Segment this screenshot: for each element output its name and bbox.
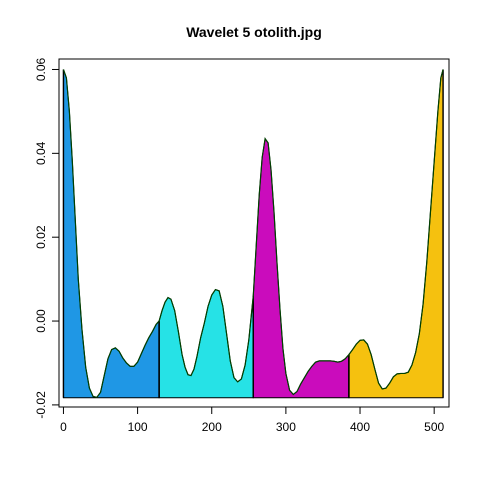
y-tick-label: 0.00 (34, 309, 48, 333)
x-tick-label: 400 (350, 420, 370, 434)
segment-dividers (62, 69, 444, 398)
x-tick-label: 300 (276, 420, 296, 434)
y-tick-label: -0.02 (34, 391, 48, 419)
chart-title: Wavelet 5 otolith.jpg (186, 24, 322, 40)
x-axis: 0 100 200 300 400 500 (60, 406, 445, 434)
x-tick-label: 500 (424, 420, 444, 434)
y-tick-label: 0.06 (34, 57, 48, 81)
segment-area-1 (62, 69, 160, 399)
y-axis: -0.02 0.00 0.02 0.04 0.06 (34, 57, 60, 419)
x-tick-label: 200 (202, 420, 222, 434)
segment-area-3 (252, 137, 350, 399)
y-tick-label: 0.02 (34, 225, 48, 249)
x-tick-label: 0 (60, 420, 67, 434)
x-tick-label: 100 (128, 420, 148, 434)
wavelet-curve (62, 69, 444, 399)
y-tick-label: 0.04 (34, 141, 48, 165)
